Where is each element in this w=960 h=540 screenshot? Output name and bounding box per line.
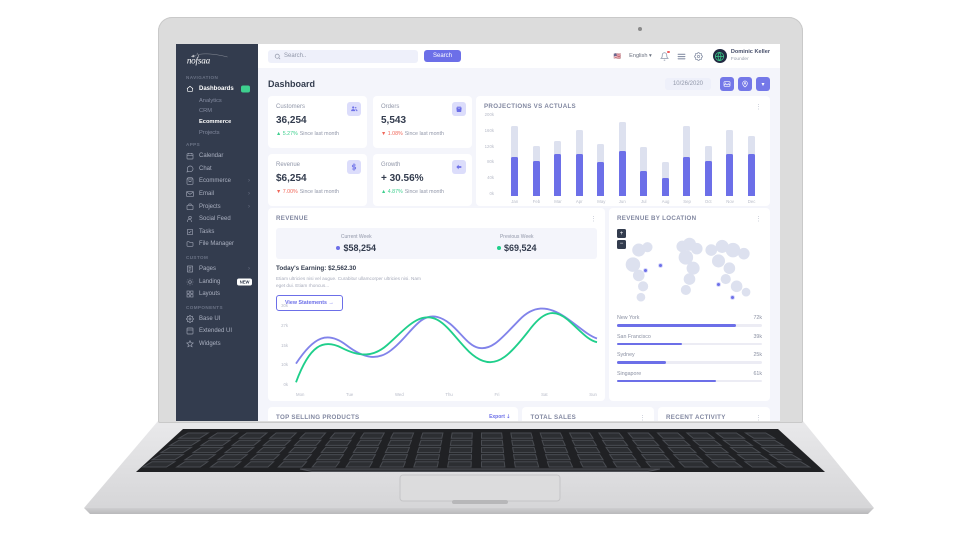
svg-text:nofsaa: nofsaa bbox=[187, 56, 211, 66]
